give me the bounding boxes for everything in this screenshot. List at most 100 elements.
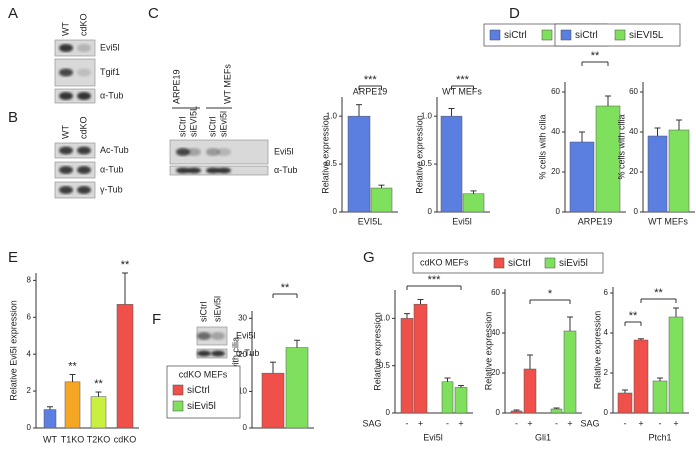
significance: **: [68, 360, 77, 372]
bar: [595, 105, 621, 213]
legend-swatch: [560, 29, 572, 41]
y-axis-label: Relative expression: [592, 311, 602, 390]
blot-lane-label: cdKO: [78, 13, 88, 36]
y-axis-label: Relative expression: [483, 312, 493, 391]
legend-swatch: [614, 29, 626, 41]
blot-strip: [54, 181, 96, 199]
bar: [454, 387, 468, 414]
x-tick-label: +: [638, 418, 643, 428]
y-axis-label: Relative expression: [372, 312, 382, 391]
bar: [647, 135, 668, 213]
y-tick-label: 0: [634, 207, 639, 216]
blot-band: [217, 167, 231, 174]
panel-label: E: [8, 249, 18, 266]
y-tick-label: 1.0: [421, 111, 433, 120]
legend-swatch: [172, 400, 184, 412]
x-tick-label: +: [673, 418, 678, 428]
y-axis-label: % cells with cilia: [537, 114, 547, 179]
legend-label: siCtrl: [187, 385, 210, 396]
y-tick-label: 0.5: [421, 159, 433, 168]
y-tick-label: 40: [629, 127, 638, 136]
blot-row-label: Tgif1: [100, 67, 120, 77]
bar: [441, 381, 454, 414]
y-tick-label: 20: [238, 350, 247, 359]
significance: **: [629, 310, 638, 322]
legend-swatch: [544, 257, 556, 269]
blot-band: [77, 146, 91, 155]
x-axis-label: ARPE19: [578, 216, 613, 226]
panel-label: F: [152, 311, 161, 328]
blot-row-label: Ac-Tub: [100, 145, 129, 155]
y-tick-label: 60: [629, 87, 638, 96]
blot-band: [59, 186, 73, 194]
x-tick-label: T2KO: [87, 434, 111, 444]
y-tick-label: 0: [386, 408, 391, 417]
blot-row-label: α-Tub: [274, 165, 297, 175]
blot-lane-label: siEvi5l: [212, 296, 222, 322]
row-label: SAG: [362, 418, 381, 428]
x-axis-label: WT MEFs: [648, 216, 688, 226]
blot-row-label: Evi5l: [236, 330, 256, 340]
x-axis-label: Evi5l: [423, 432, 443, 442]
x-tick-label: +: [567, 418, 572, 428]
bar: [440, 115, 463, 213]
y-tick-label: 0: [27, 423, 32, 432]
legend-swatch: [489, 29, 501, 41]
bar: [64, 381, 81, 429]
bar: [413, 303, 428, 414]
legend-label: siCtrl: [575, 30, 598, 41]
blot-lane-label: cdKO: [78, 116, 88, 139]
bar: [116, 304, 134, 429]
blot-band: [176, 167, 190, 174]
y-tick-label: 20: [629, 167, 638, 176]
x-tick-label: T1KO: [61, 434, 85, 444]
blot-lane-label: siEVI5L: [188, 106, 198, 137]
y-axis-label: Relative expression: [320, 115, 330, 194]
bar: [550, 408, 563, 414]
x-tick-label: -: [446, 418, 449, 428]
blot-band: [197, 332, 211, 340]
y-axis-label: % cells with cilia: [616, 114, 626, 179]
legend-swatch: [541, 29, 553, 41]
y-tick-label: 40: [491, 328, 500, 337]
chart-title: ARPE19: [353, 86, 388, 96]
blot-group-label: WT MEFs: [222, 64, 232, 104]
row-label: SAG: [580, 418, 599, 428]
blot-row-label: γ-Tub: [100, 184, 123, 194]
bar: [370, 187, 393, 213]
blot-band: [206, 148, 220, 156]
bar: [563, 330, 577, 414]
blot-band: [59, 92, 73, 100]
y-tick-label: 10: [238, 387, 247, 396]
significance: **: [94, 378, 103, 390]
legend-label: siCtrl: [508, 258, 531, 269]
blot-lane-label: siCtrl: [207, 117, 217, 138]
blot-row-label: Evi5l: [100, 42, 120, 52]
blot-band: [217, 148, 231, 156]
x-tick-label: -: [555, 418, 558, 428]
y-tick-label: 1.0: [326, 111, 338, 120]
y-tick-label: 30: [238, 313, 247, 322]
bar: [633, 339, 649, 414]
blot-band: [59, 44, 73, 52]
y-tick-label: 0: [496, 408, 501, 417]
significance: **: [654, 287, 663, 299]
blot-band: [77, 92, 91, 100]
significance: **: [121, 259, 130, 271]
x-tick-label: -: [515, 418, 518, 428]
panel-label: A: [8, 5, 18, 22]
blot-band: [211, 332, 225, 340]
blot-lane-label: siCtrl: [177, 117, 187, 138]
blot-lane-label: WT: [60, 22, 70, 36]
blot-band: [187, 148, 201, 156]
blot-row-label: α-Tub: [100, 164, 123, 174]
blot-band: [59, 166, 73, 174]
y-tick-label: 0: [243, 423, 248, 432]
blot-band: [197, 350, 211, 357]
bar: [261, 372, 285, 429]
y-tick-label: 4: [604, 328, 609, 337]
blot-band: [176, 148, 190, 156]
x-tick-label: +: [458, 418, 463, 428]
y-tick-label: 0: [556, 207, 561, 216]
